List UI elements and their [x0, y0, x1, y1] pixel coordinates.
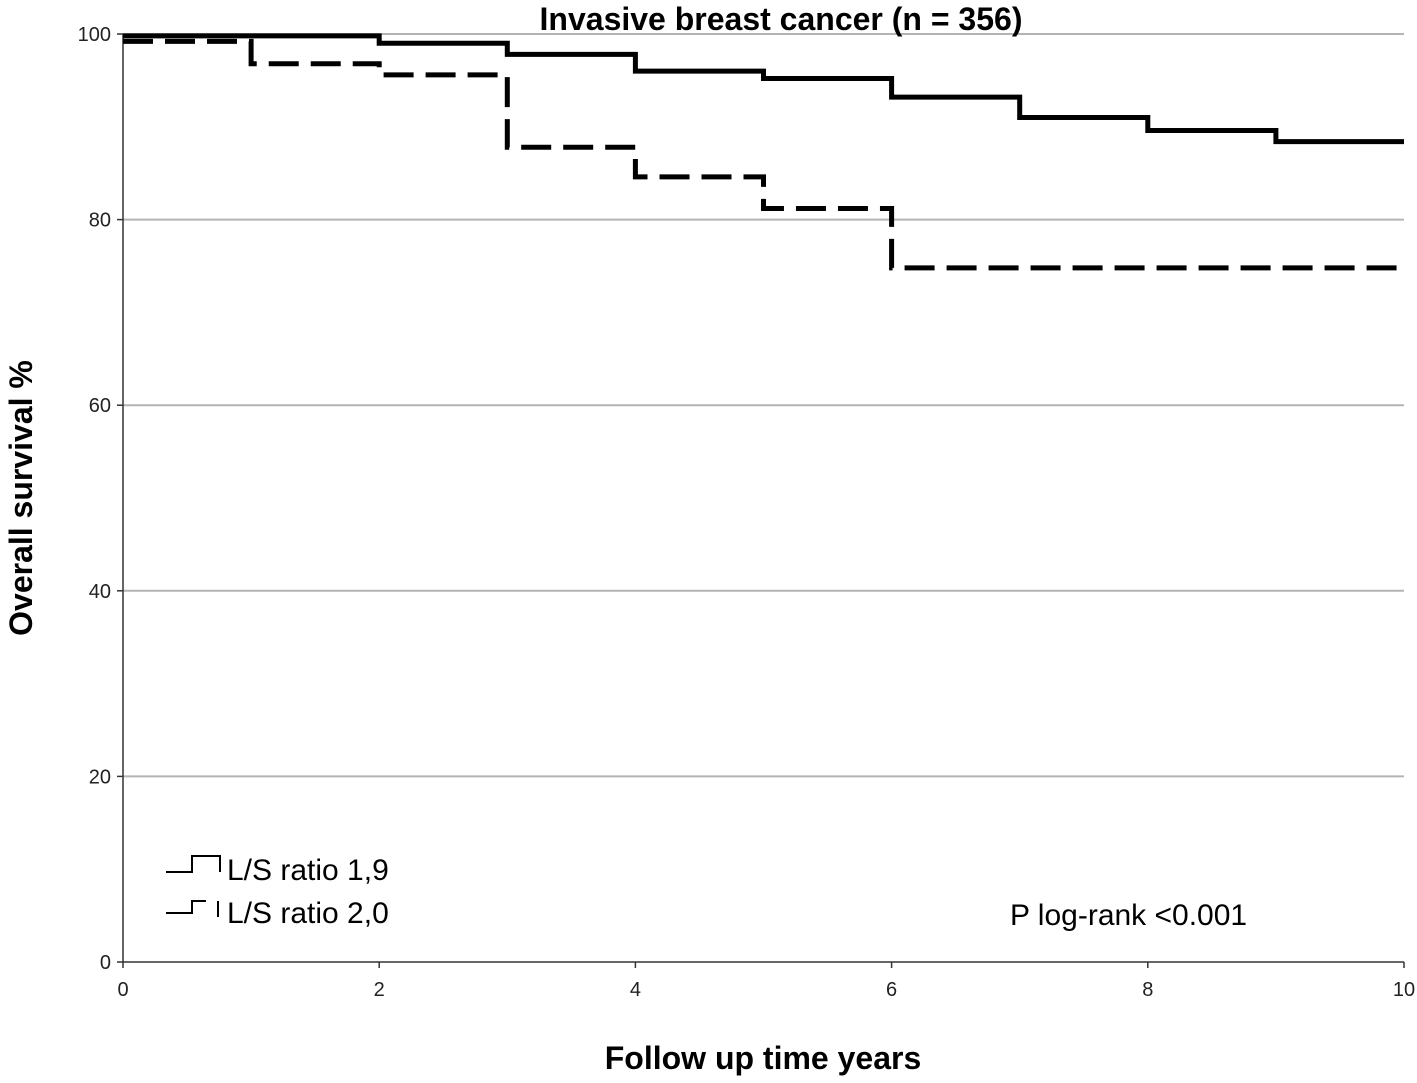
grid-layer: [123, 33, 1404, 778]
x-tick-label-4: 4: [630, 979, 641, 1001]
legend-swatch-solid: [166, 855, 221, 873]
legend: L/S ratio 1,9 L/S ratio 2,0: [166, 854, 389, 930]
x-tick-label-2: 2: [374, 979, 385, 1001]
y-tick-label-100: 100: [78, 24, 111, 46]
x-tick-label-8: 8: [1142, 979, 1153, 1001]
x-axis-title: Follow up time years: [605, 1040, 922, 1076]
legend-label-solid: L/S ratio 1,9: [227, 854, 389, 887]
y-tick-label-0: 0: [100, 952, 111, 974]
series-line-ls-ratio-1-9: [123, 33, 1404, 145]
legend-label-dashed: L/S ratio 2,0: [227, 897, 389, 930]
y-tick-label-40: 40: [89, 581, 111, 603]
series-line-ls-ratio-2-0: [123, 38, 1404, 271]
y-tick-label-80: 80: [89, 210, 111, 232]
x-tick-label-10: 10: [1393, 979, 1415, 1001]
x-tick-label-0: 0: [117, 979, 128, 1001]
x-tick-label-6: 6: [886, 979, 897, 1001]
legend-swatch-dashed: [166, 900, 219, 917]
y-tick-label-60: 60: [89, 395, 111, 417]
y-tick-label-20: 20: [89, 766, 111, 788]
y-axis-title: Overall survival %: [3, 360, 39, 636]
series-layer: [123, 33, 1404, 271]
p-value-annotation: P log-rank <0.001: [1010, 899, 1247, 932]
axis-layer: 0 20 40 60 80 100 0 2 4 6 8 10: [78, 24, 1416, 1001]
chart-title: Invasive breast cancer (n = 356): [540, 1, 1023, 37]
